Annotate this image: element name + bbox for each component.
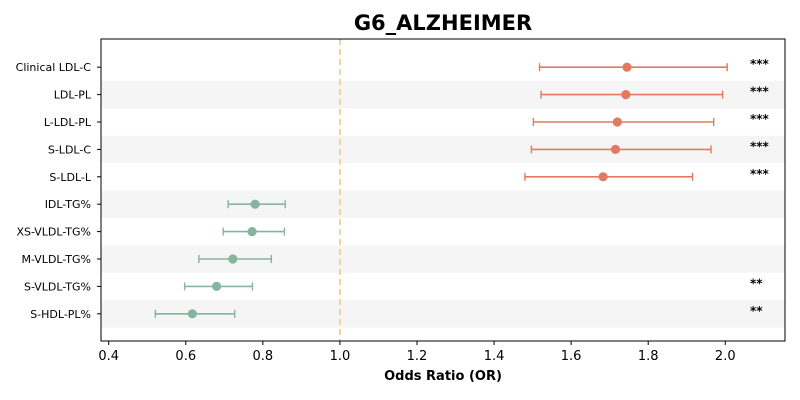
y-tick-label: Clinical LDL-C bbox=[16, 61, 92, 74]
significance-marker: ** bbox=[750, 304, 763, 318]
chart-title: G6_ALZHEIMER bbox=[354, 11, 532, 35]
x-tick-label: 1.8 bbox=[638, 349, 659, 364]
or-point bbox=[247, 227, 257, 237]
data-rows: ******************* bbox=[154, 57, 770, 319]
forest-row bbox=[198, 254, 273, 264]
significance-marker: ** bbox=[750, 276, 763, 290]
x-tick-label: 0.6 bbox=[175, 349, 196, 364]
forest-row: *** bbox=[524, 167, 770, 182]
or-point bbox=[598, 172, 608, 182]
x-tick-label: 1.0 bbox=[330, 349, 351, 364]
or-point bbox=[212, 281, 222, 291]
y-tick-label: LDL-PL bbox=[54, 89, 92, 102]
or-point bbox=[612, 117, 622, 127]
or-point bbox=[250, 199, 260, 209]
y-tick-label: S-LDL-C bbox=[48, 143, 91, 156]
or-point bbox=[610, 144, 621, 154]
forest-row: ** bbox=[183, 276, 763, 291]
forest-row bbox=[227, 199, 286, 209]
x-axis: 0.4 0.6 0.8 1.0 1.2 1.4 1.6 1.8 2.0 bbox=[98, 341, 736, 364]
x-tick-label: 1.4 bbox=[484, 349, 505, 364]
or-point bbox=[228, 254, 238, 264]
forest-row: *** bbox=[530, 139, 770, 154]
or-point bbox=[621, 90, 631, 100]
or-point bbox=[622, 62, 632, 72]
y-tick-label: S-HDL-PL% bbox=[30, 308, 91, 321]
significance-marker: *** bbox=[750, 112, 770, 126]
forest-row: *** bbox=[532, 112, 770, 127]
row-band bbox=[101, 190, 785, 218]
y-tick-label: L-LDL-PL bbox=[44, 116, 92, 129]
plot-frame bbox=[100, 38, 786, 342]
x-tick-label: 1.2 bbox=[407, 349, 428, 364]
y-tick-label: S-VLDL-TG% bbox=[24, 280, 91, 293]
x-tick-label: 0.8 bbox=[253, 349, 274, 364]
x-tick-label: 2.0 bbox=[715, 349, 736, 364]
forest-row bbox=[222, 227, 286, 237]
row-bands bbox=[101, 80, 785, 328]
significance-marker: *** bbox=[750, 167, 770, 181]
x-axis-label: Odds Ratio (OR) bbox=[384, 369, 502, 384]
forest-row: ** bbox=[154, 304, 763, 319]
significance-marker: *** bbox=[750, 85, 770, 99]
y-tick-label: S-LDL-L bbox=[49, 171, 91, 184]
y-axis: Clinical LDL-C LDL-PL L-LDL-PL S-LDL-C S-LDL… bbox=[16, 61, 101, 321]
significance-marker: *** bbox=[750, 57, 770, 71]
y-tick-label: XS-VLDL-TG% bbox=[16, 226, 91, 239]
significance-marker: *** bbox=[750, 139, 770, 153]
x-tick-label: 0.4 bbox=[98, 349, 119, 364]
y-tick-label: M-VLDL-TG% bbox=[21, 253, 91, 266]
forest-row: *** bbox=[538, 57, 770, 72]
x-tick-label: 1.6 bbox=[561, 349, 582, 364]
forest-row: *** bbox=[540, 85, 770, 100]
or-point bbox=[187, 309, 197, 319]
y-tick-label: IDL-TG% bbox=[45, 198, 91, 211]
